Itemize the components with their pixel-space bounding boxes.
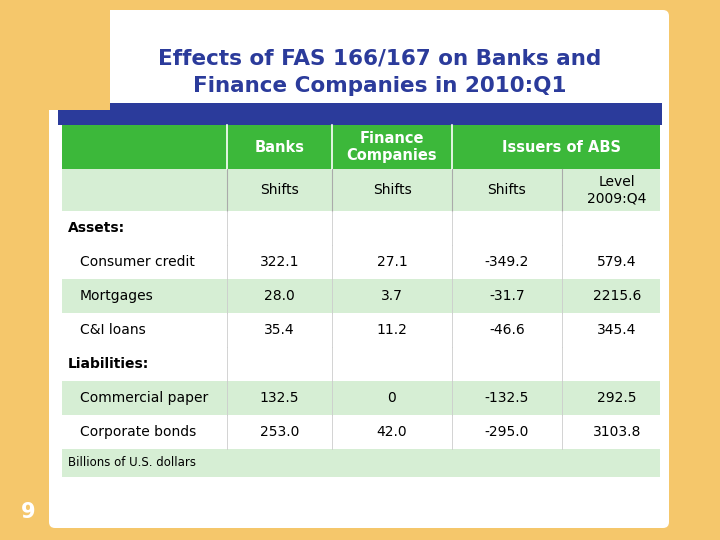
Bar	[62, 245, 660, 279]
Text: Shifts: Shifts	[373, 183, 411, 197]
Text: 3.7: 3.7	[381, 289, 403, 303]
Text: Liabilities:: Liabilities:	[68, 357, 149, 371]
Text: Finance
Companies: Finance Companies	[347, 131, 437, 163]
Text: -349.2: -349.2	[485, 255, 529, 269]
Bar	[62, 347, 660, 381]
Text: 27.1: 27.1	[377, 255, 408, 269]
Text: Level
2009:Q4: Level 2009:Q4	[588, 175, 647, 205]
Text: Mortgages: Mortgages	[80, 289, 154, 303]
Text: 0: 0	[387, 391, 397, 405]
Text: -31.7: -31.7	[489, 289, 525, 303]
Text: 292.5: 292.5	[598, 391, 636, 405]
Bar	[62, 169, 660, 211]
Text: Shifts: Shifts	[260, 183, 299, 197]
Text: 132.5: 132.5	[260, 391, 300, 405]
Text: 28.0: 28.0	[264, 289, 295, 303]
Text: Issuers of ABS: Issuers of ABS	[503, 139, 621, 154]
Text: -46.6: -46.6	[489, 323, 525, 337]
Bar	[62, 125, 660, 169]
Bar	[62, 381, 660, 415]
Text: Consumer credit: Consumer credit	[80, 255, 195, 269]
Text: 3103.8: 3103.8	[593, 425, 642, 439]
Text: Billions of U.S. dollars: Billions of U.S. dollars	[68, 456, 196, 469]
Text: 579.4: 579.4	[598, 255, 636, 269]
Bar	[58, 103, 662, 125]
Bar	[62, 415, 660, 449]
Bar	[62, 211, 660, 245]
FancyBboxPatch shape	[49, 10, 669, 528]
Text: -295.0: -295.0	[485, 425, 529, 439]
Text: Shifts: Shifts	[487, 183, 526, 197]
Text: 322.1: 322.1	[260, 255, 300, 269]
Text: Corporate bonds: Corporate bonds	[80, 425, 197, 439]
Text: -132.5: -132.5	[485, 391, 529, 405]
Bar	[0, 0, 110, 110]
Text: 253.0: 253.0	[260, 425, 300, 439]
Bar	[62, 449, 660, 477]
Text: Banks: Banks	[254, 139, 305, 154]
Text: Commercial paper: Commercial paper	[80, 391, 208, 405]
Text: 42.0: 42.0	[377, 425, 408, 439]
Bar	[62, 313, 660, 347]
Text: 2215.6: 2215.6	[593, 289, 642, 303]
Bar	[62, 279, 660, 313]
Text: Assets:: Assets:	[68, 221, 125, 235]
Text: 345.4: 345.4	[598, 323, 636, 337]
Text: 9: 9	[21, 502, 35, 522]
Text: 11.2: 11.2	[377, 323, 408, 337]
Text: 35.4: 35.4	[264, 323, 294, 337]
Text: Effects of FAS 166/167 on Banks and
Finance Companies in 2010:Q1: Effects of FAS 166/167 on Banks and Fina…	[158, 49, 602, 96]
Text: C&I loans: C&I loans	[80, 323, 145, 337]
